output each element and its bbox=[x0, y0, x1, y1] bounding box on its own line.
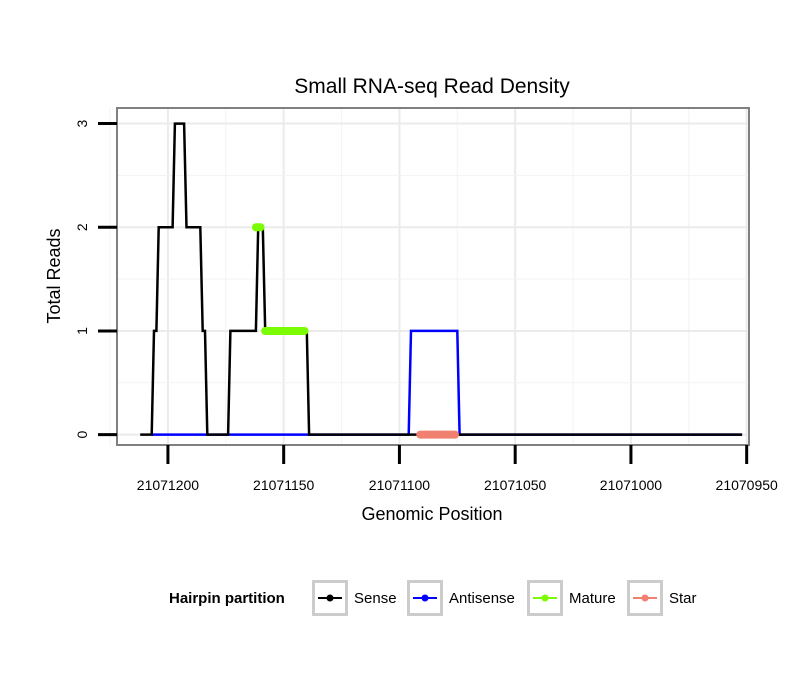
legend-dot-antisense bbox=[421, 594, 429, 602]
x-tick-label: 21071000 bbox=[600, 477, 663, 493]
legend-label-star: Star bbox=[669, 590, 697, 607]
series-sense-line bbox=[140, 122, 743, 436]
legend-label-sense: Sense bbox=[354, 590, 397, 607]
x-axis-label: Genomic Position bbox=[361, 504, 502, 524]
legend-label-mature: Mature bbox=[569, 590, 616, 607]
panel-background bbox=[117, 108, 749, 445]
legend-dot-sense bbox=[326, 594, 334, 602]
series-layer bbox=[140, 122, 743, 439]
panel-border bbox=[116, 107, 750, 446]
legend: Hairpin partition Sense Antisense Mature St… bbox=[169, 580, 697, 616]
y-tick-label: 1 bbox=[74, 327, 90, 335]
y-tick-label: 2 bbox=[74, 223, 90, 231]
y-axis-label: Total Reads bbox=[44, 228, 64, 323]
legend-title: Hairpin partition bbox=[169, 590, 285, 607]
x-tick-label: 21071050 bbox=[484, 477, 547, 493]
x-tick-label: 21071100 bbox=[369, 477, 430, 493]
x-tick-label: 21071150 bbox=[253, 477, 314, 493]
legend-dot-star bbox=[641, 594, 649, 602]
legend-label-antisense: Antisense bbox=[449, 590, 515, 607]
y-tick-label: 0 bbox=[74, 431, 90, 439]
axes: 21071200 21071150 21071100 21071050 21071000… bbox=[74, 119, 778, 493]
chart-title: Small RNA-seq Read Density bbox=[294, 75, 570, 98]
legend-dot-mature bbox=[541, 594, 549, 602]
x-tick-label: 21070950 bbox=[716, 477, 779, 493]
x-tick-label: 21071200 bbox=[137, 477, 200, 493]
y-tick-label: 3 bbox=[74, 119, 90, 127]
